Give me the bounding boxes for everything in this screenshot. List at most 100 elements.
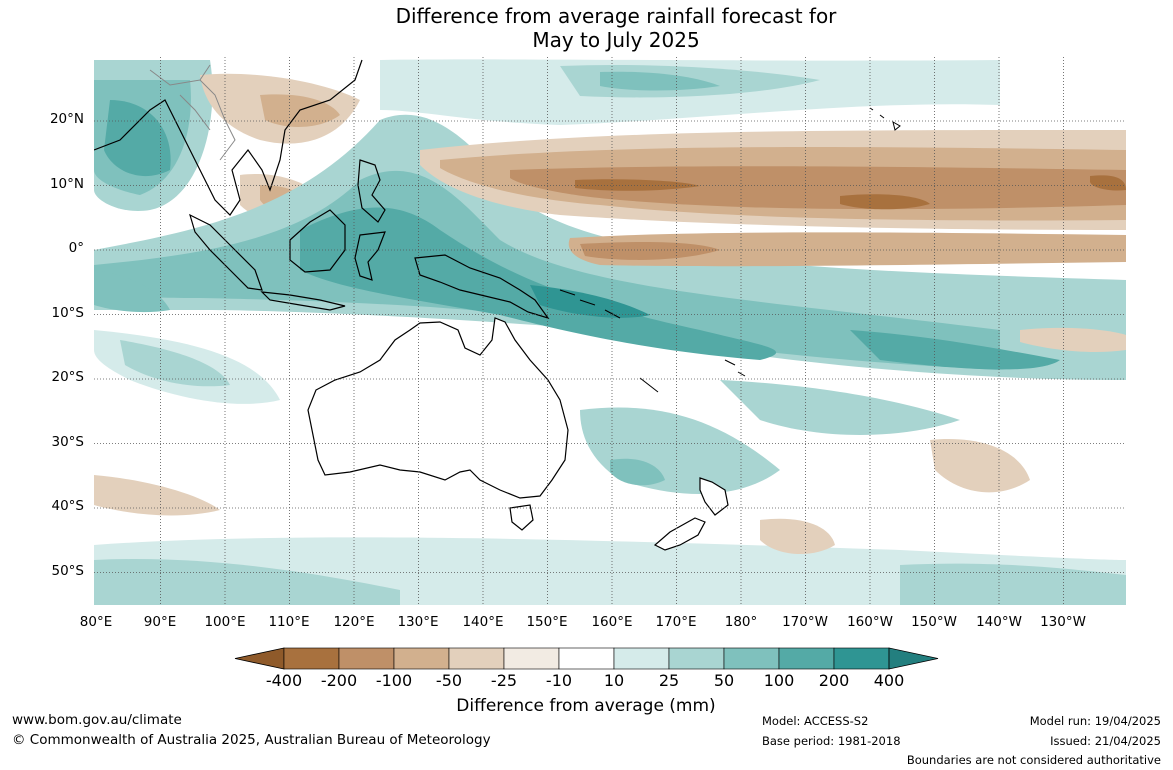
chart-title: Difference from average rainfall forecas… (0, 4, 1173, 52)
hawaii-islands (869, 107, 901, 131)
lon-label-140e: 140°E (462, 614, 504, 630)
colorbar-segment (338, 647, 395, 670)
anomaly-patch-wet-maritime-4 (530, 285, 650, 318)
colorbar-tick: -400 (265, 671, 303, 690)
lon-label-140w: 140°W (976, 614, 1022, 630)
java-land (260, 291, 346, 311)
colorbar-segment (393, 647, 450, 670)
anomaly-patch-dry-south-pac-2 (1020, 327, 1126, 353)
anomaly-patch-dry-pacific-6 (1090, 175, 1126, 191)
anomaly-patch-dry-equator (568, 232, 1126, 267)
colorbar-segment (723, 647, 780, 670)
colorbar-extend-low (234, 647, 285, 670)
sulawesi-land (354, 231, 386, 281)
lon-label-90e: 90°E (143, 614, 177, 630)
anomaly-patch-wet-south-pac (720, 380, 960, 435)
colorbar-tick: -50 (435, 671, 463, 690)
lat-label-30s: 30°S (51, 434, 85, 450)
borneo-land (289, 209, 346, 273)
lat-label-40s: 40°S (51, 498, 85, 514)
colorbar-title: Difference from average (mm) (456, 696, 716, 716)
colorbar-segment (283, 647, 340, 670)
anomaly-patch-wet-spcz (850, 330, 1060, 370)
colorbar-segment (558, 647, 615, 670)
anomaly-patch-dry-far-south (760, 518, 835, 555)
anomaly-field (94, 57, 1126, 605)
colorbar-tick: -100 (375, 671, 413, 690)
new-zealand-land-south (653, 517, 706, 551)
lon-label-160w: 160°W (847, 614, 893, 630)
anomaly-patch-dry-pacific-4 (575, 179, 700, 191)
issued-date: Issued: 21/04/2025 (1050, 734, 1161, 748)
asia-coastline (94, 59, 363, 216)
lat-label-50s: 50°S (51, 563, 85, 579)
colorbar-tick: 50 (713, 671, 735, 690)
colorbar-segment (448, 647, 505, 670)
new-guinea-land (414, 254, 550, 320)
colorbar-tick: 10 (603, 671, 625, 690)
model-name: Model: ACCESS-S2 (762, 714, 869, 728)
anomaly-patch-dry-equator-2 (580, 242, 720, 260)
lon-label-150e: 150°E (526, 614, 568, 630)
anomaly-patch-wet-tasman-2 (610, 458, 665, 486)
title-line-2: May to July 2025 (532, 28, 700, 52)
anomaly-patch-wet-south-2 (120, 340, 230, 387)
anomaly-patch-dry-south-ind (94, 475, 220, 516)
tasmania-land (509, 504, 534, 531)
lon-label-130e: 130°E (397, 614, 439, 630)
colorbar-segment (503, 647, 560, 670)
copyright-text: © Commonwealth of Australia 2025, Austra… (12, 732, 491, 748)
colorbar-tick: -200 (320, 671, 358, 690)
fiji-islands (724, 359, 746, 377)
colorbar-tick: 100 (763, 671, 795, 690)
sumatra-land (189, 213, 263, 291)
lon-label-170e: 170°E (655, 614, 697, 630)
colorbar-tick: -10 (545, 671, 573, 690)
anomaly-patch-wet-maritime-3 (300, 207, 777, 360)
base-period: Base period: 1981-2018 (762, 734, 901, 748)
anomaly-patch-wet-north-3 (600, 71, 720, 91)
colorbar-tick: -25 (490, 671, 518, 690)
boundaries-note: Boundaries are not considered authoritat… (906, 753, 1161, 767)
anomaly-patch-dry-pacific-3 (510, 166, 1126, 210)
lat-label-20n: 20°N (49, 111, 84, 127)
anomaly-patch-wet-far-south-3 (900, 563, 1126, 605)
philippines-land (357, 159, 386, 223)
anomaly-patch-wet-bengal-3 (104, 100, 171, 177)
colorbar-segment (613, 647, 670, 670)
lat-label-10s: 10°S (51, 305, 85, 321)
colorbar-tick: 25 (658, 671, 680, 690)
colorbar-segment (778, 647, 835, 670)
lon-label-150w: 150°W (911, 614, 957, 630)
solomon-islands (559, 289, 621, 319)
bom-url-link[interactable]: www.bom.gov.au/climate (12, 712, 182, 728)
country-borders (149, 64, 236, 161)
colorbar-segment (668, 647, 725, 670)
colorbar-segment (833, 647, 890, 670)
anomaly-patch-wet-far-south-2 (94, 559, 400, 605)
lon-label-80e: 80°E (79, 614, 113, 630)
lat-label-0: 0° (68, 240, 84, 256)
new-caledonia (639, 377, 659, 393)
anomaly-patch-dry-pacific-5 (840, 194, 930, 210)
lon-label-110e: 110°E (268, 614, 310, 630)
lon-label-100e: 100°E (204, 614, 246, 630)
lat-label-10n: 10°N (49, 176, 84, 192)
lon-label-170w: 170°W (782, 614, 828, 630)
graticule (94, 57, 1126, 605)
anomaly-patch-dry-south-pac (930, 439, 1030, 493)
anomaly-patch-wet-indian (94, 270, 170, 313)
title-line-1: Difference from average rainfall forecas… (395, 4, 837, 28)
lon-label-180: 180° (724, 614, 758, 630)
lat-label-20s: 20°S (51, 369, 85, 385)
model-run-date: Model run: 19/04/2025 (1029, 714, 1161, 728)
lon-label-130w: 130°W (1040, 614, 1086, 630)
new-zealand-land (699, 477, 729, 516)
colorbar-extend-high (888, 647, 939, 670)
lon-label-120e: 120°E (333, 614, 375, 630)
colorbar-tick: 400 (873, 671, 905, 690)
australia-land (307, 317, 569, 499)
colorbar-tick: 200 (818, 671, 850, 690)
